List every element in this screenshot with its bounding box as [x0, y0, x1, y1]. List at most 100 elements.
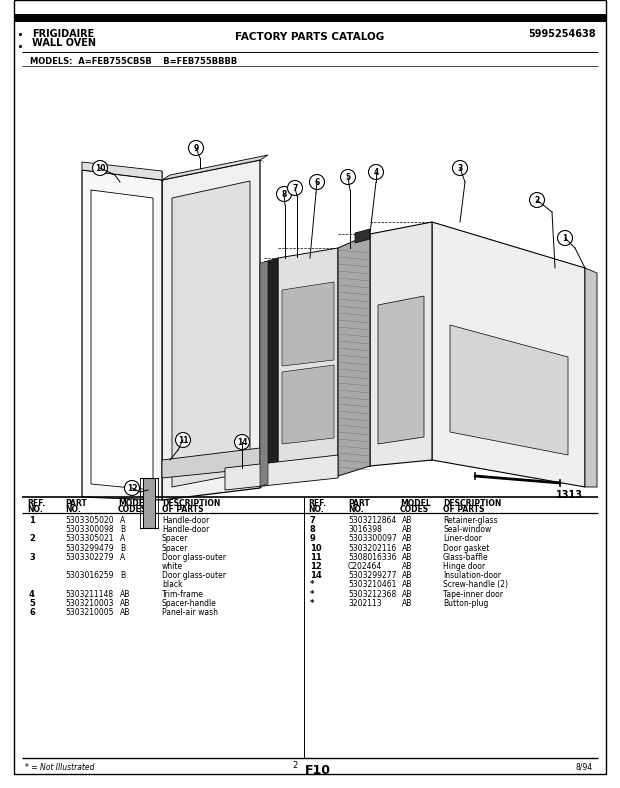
Circle shape: [368, 165, 384, 180]
Text: *: *: [310, 589, 314, 599]
Text: 2: 2: [29, 534, 35, 544]
Text: 8: 8: [281, 189, 286, 199]
Text: 5303211148: 5303211148: [65, 589, 113, 599]
Text: Handle-door: Handle-door: [162, 516, 210, 525]
Text: 9: 9: [193, 143, 198, 153]
Text: F10: F10: [305, 764, 331, 777]
Text: AB: AB: [402, 525, 412, 534]
Text: 5303300098: 5303300098: [65, 525, 113, 534]
Text: 5995254638: 5995254638: [528, 29, 596, 39]
Polygon shape: [162, 155, 268, 180]
Text: NO.: NO.: [27, 505, 43, 514]
Text: Spacer: Spacer: [162, 544, 188, 552]
Text: AB: AB: [402, 516, 412, 525]
Circle shape: [529, 192, 544, 207]
Text: 1: 1: [562, 233, 568, 243]
Polygon shape: [260, 261, 268, 486]
Text: 5303202116: 5303202116: [348, 544, 396, 552]
Text: Liner-door: Liner-door: [443, 534, 482, 544]
Text: NO.: NO.: [348, 505, 364, 514]
Text: 4: 4: [29, 589, 35, 599]
Text: 5303300097: 5303300097: [348, 534, 397, 544]
Text: *: *: [310, 581, 314, 589]
Polygon shape: [162, 160, 260, 500]
Text: AB: AB: [402, 581, 412, 589]
Text: 5303305021: 5303305021: [65, 534, 113, 544]
Text: 10: 10: [95, 163, 105, 173]
Circle shape: [277, 187, 291, 202]
Text: 3016398: 3016398: [348, 525, 382, 534]
Text: A: A: [120, 534, 125, 544]
Text: 5: 5: [345, 173, 350, 181]
Text: 1313: 1313: [556, 490, 583, 500]
Text: CODES: CODES: [400, 505, 429, 514]
Polygon shape: [278, 248, 338, 483]
Circle shape: [234, 434, 249, 449]
Text: REF.: REF.: [308, 499, 326, 508]
Polygon shape: [82, 162, 162, 180]
Text: 5303210005: 5303210005: [65, 608, 113, 617]
Text: NO.: NO.: [308, 505, 324, 514]
Text: CODES: CODES: [118, 505, 147, 514]
Text: Handle-door: Handle-door: [162, 525, 210, 534]
Text: 4: 4: [373, 168, 379, 177]
Circle shape: [288, 180, 303, 195]
Polygon shape: [82, 170, 162, 500]
Text: 5303210461: 5303210461: [348, 581, 396, 589]
Polygon shape: [225, 455, 338, 490]
Text: 12: 12: [126, 484, 137, 492]
Polygon shape: [282, 365, 334, 444]
Text: 5303299277: 5303299277: [348, 571, 397, 580]
Text: 5: 5: [29, 599, 35, 608]
Text: A: A: [120, 553, 125, 562]
Text: 5303212368: 5303212368: [348, 589, 396, 599]
Text: 5303305020: 5303305020: [65, 516, 113, 525]
Polygon shape: [282, 282, 334, 366]
Text: NO.: NO.: [65, 505, 81, 514]
Text: PART: PART: [65, 499, 87, 508]
Text: Hinge door: Hinge door: [443, 562, 485, 571]
Polygon shape: [91, 190, 153, 490]
Text: DESCRIPTION: DESCRIPTION: [162, 499, 220, 508]
Text: DESCRIPTION: DESCRIPTION: [443, 499, 502, 508]
Text: 1: 1: [29, 516, 35, 525]
Text: Door gasket: Door gasket: [443, 544, 489, 552]
Text: 6: 6: [29, 608, 35, 617]
Text: AB: AB: [402, 599, 412, 608]
Text: AB: AB: [402, 589, 412, 599]
Circle shape: [557, 231, 572, 246]
Text: 5308016336: 5308016336: [348, 553, 397, 562]
Text: Insulation-door: Insulation-door: [443, 571, 501, 580]
Text: 5303016259: 5303016259: [65, 571, 113, 580]
Text: 11: 11: [310, 553, 322, 562]
Text: 3: 3: [458, 163, 463, 173]
Text: 2: 2: [534, 195, 539, 205]
Text: white: white: [162, 562, 183, 571]
Polygon shape: [378, 296, 424, 444]
Text: Button-plug: Button-plug: [443, 599, 489, 608]
Text: 9: 9: [310, 534, 316, 544]
Text: Panel-air wash: Panel-air wash: [162, 608, 218, 617]
Text: C202464: C202464: [348, 562, 383, 571]
Text: OF PARTS: OF PARTS: [443, 505, 484, 514]
Circle shape: [125, 481, 140, 496]
Text: AB: AB: [120, 589, 130, 599]
Text: AB: AB: [402, 571, 412, 580]
Text: AB: AB: [402, 562, 412, 571]
Text: 7: 7: [292, 184, 298, 192]
Text: black: black: [162, 581, 182, 589]
Polygon shape: [172, 181, 250, 487]
Text: 3: 3: [29, 553, 35, 562]
Text: AB: AB: [402, 544, 412, 552]
Text: Tape-inner door: Tape-inner door: [443, 589, 503, 599]
Text: *: *: [310, 599, 314, 608]
Text: 7: 7: [310, 516, 316, 525]
Text: 14: 14: [237, 437, 247, 447]
Text: 8: 8: [310, 525, 316, 534]
Text: 10: 10: [310, 544, 322, 552]
Text: 6: 6: [314, 177, 320, 187]
Text: AB: AB: [402, 553, 412, 562]
Circle shape: [309, 174, 324, 189]
Text: AB: AB: [120, 608, 130, 617]
Text: REF.: REF.: [27, 499, 45, 508]
